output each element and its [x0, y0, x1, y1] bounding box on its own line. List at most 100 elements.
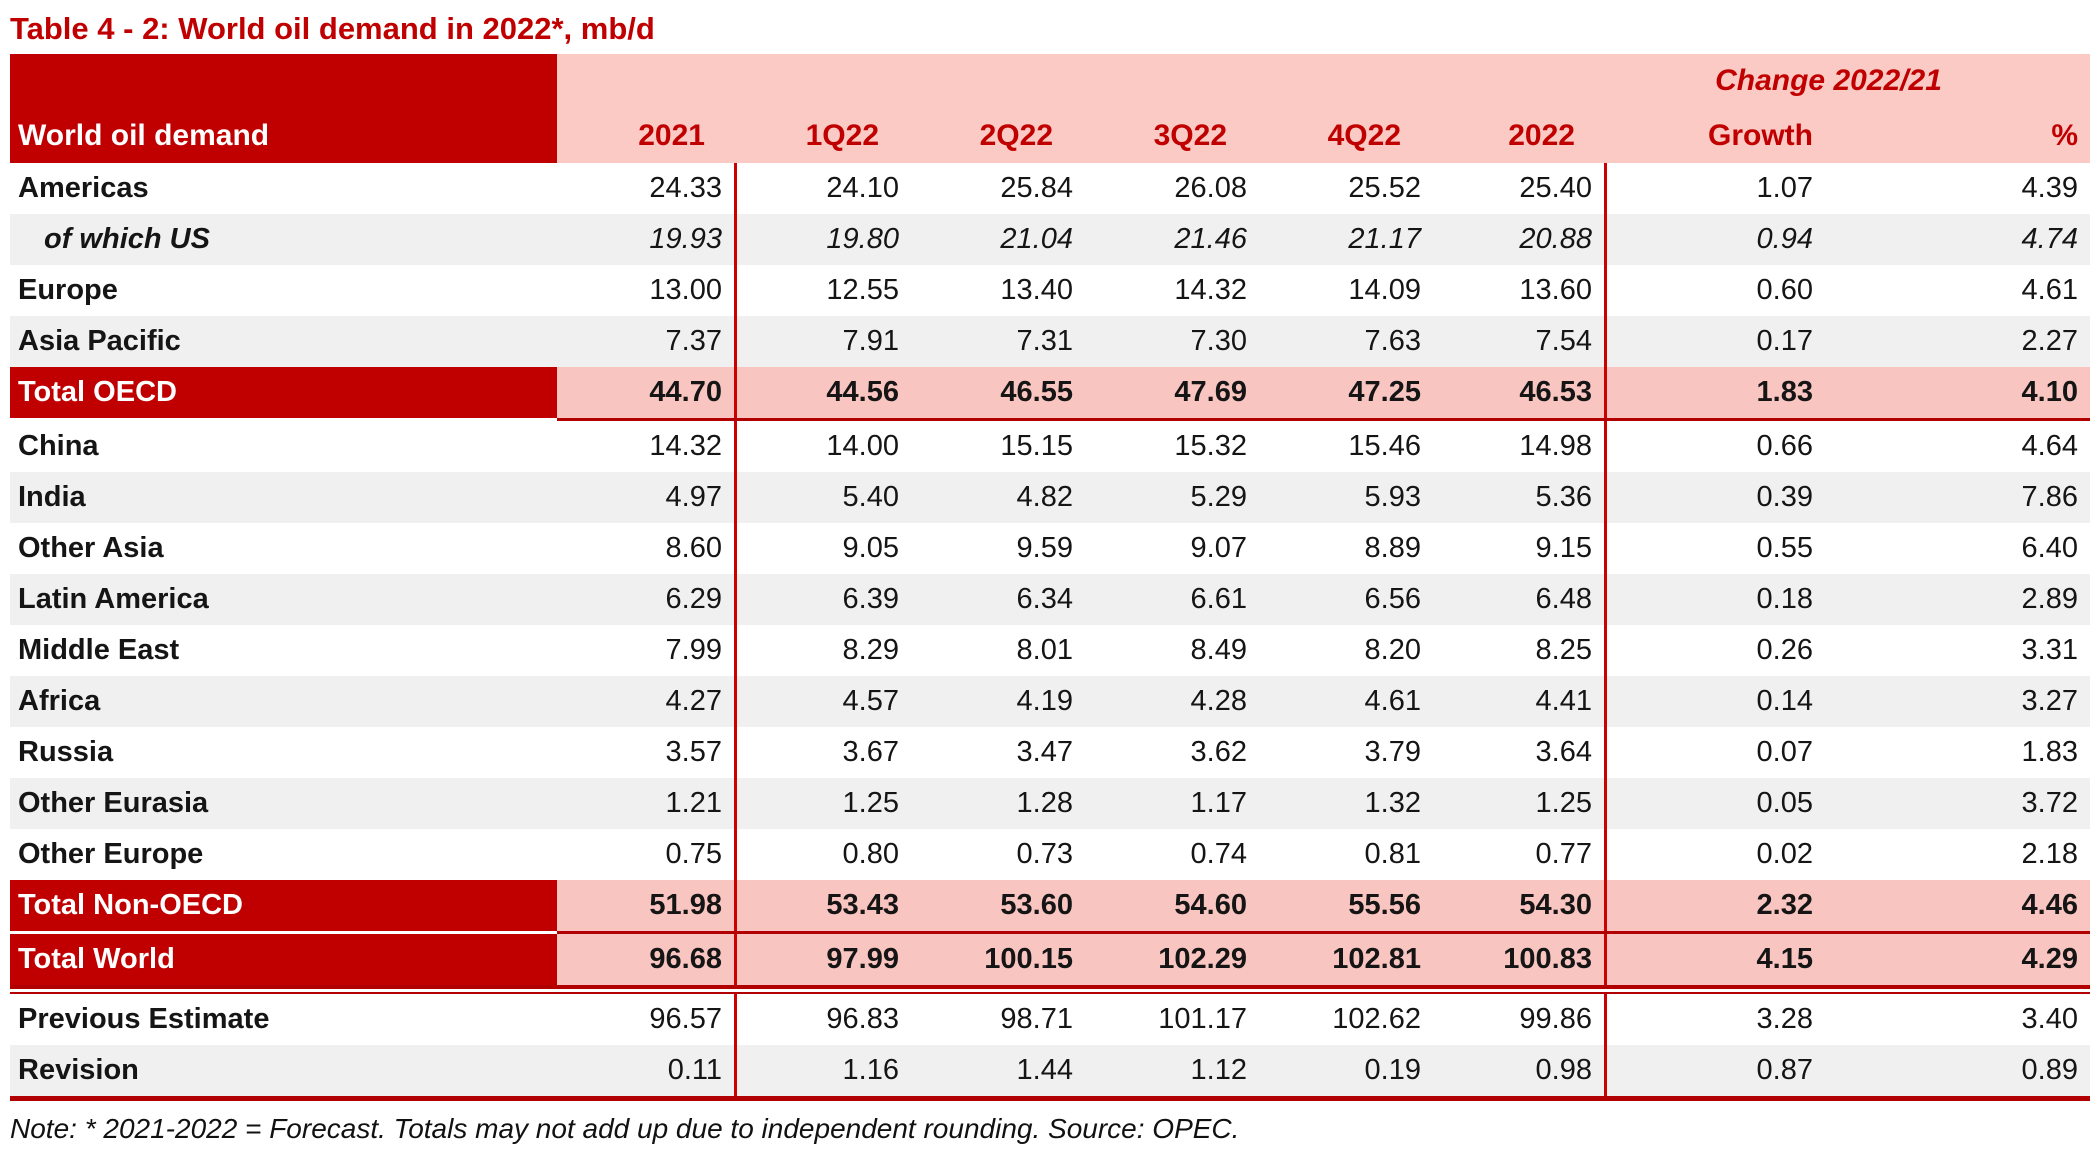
value-cell-russia-: 1.83 [1825, 727, 2090, 778]
value-cell-latin-america-: 2.89 [1825, 574, 2090, 625]
value-cell-other-europe-1q22: 0.80 [737, 829, 911, 880]
value-cell-other-europe-growth: 0.02 [1607, 829, 1825, 880]
value-cell-middle-east-2022: 8.25 [1433, 625, 1607, 676]
row-label-middle-east: Middle East [10, 625, 557, 676]
value-cell-europe-4q22: 14.09 [1259, 265, 1433, 316]
column-header-: % [1825, 108, 2090, 163]
value-cell-revision-growth: 0.87 [1607, 1045, 1825, 1096]
value-cell-middle-east-2021: 7.99 [557, 625, 737, 676]
value-cell-total-oecd-growth: 1.83 [1607, 367, 1825, 418]
value-cell-russia-2022: 3.64 [1433, 727, 1607, 778]
column-header-4q22: 4Q22 [1259, 108, 1433, 163]
value-cell-india-: 7.86 [1825, 472, 2090, 523]
column-header-growth: Growth [1607, 108, 1825, 163]
value-cell-china-3q22: 15.32 [1085, 421, 1259, 472]
value-cell-middle-east-4q22: 8.20 [1259, 625, 1433, 676]
divider-gap [10, 418, 557, 421]
value-cell-other-asia-2022: 9.15 [1433, 523, 1607, 574]
value-cell-total-non-oecd-2022: 54.30 [1433, 880, 1607, 931]
value-cell-india-growth: 0.39 [1607, 472, 1825, 523]
value-cell-previous-estimate-2022: 99.86 [1433, 994, 1607, 1045]
value-cell-middle-east-growth: 0.26 [1607, 625, 1825, 676]
double-divider-line [10, 992, 2090, 994]
value-cell-americas-3q22: 26.08 [1085, 163, 1259, 214]
value-cell-of-which-us-2021: 19.93 [557, 214, 737, 265]
value-cell-latin-america-2021: 6.29 [557, 574, 737, 625]
value-cell-americas-2q22: 25.84 [911, 163, 1085, 214]
value-cell-latin-america-2022: 6.48 [1433, 574, 1607, 625]
value-cell-asia-pacific-3q22: 7.30 [1085, 316, 1259, 367]
value-cell-other-europe-: 2.18 [1825, 829, 2090, 880]
row-label-africa: Africa [10, 676, 557, 727]
value-cell-total-oecd-2022: 46.53 [1433, 367, 1607, 418]
value-cell-other-asia-1q22: 9.05 [737, 523, 911, 574]
row-label-of-which-us: of which US [10, 214, 557, 265]
value-cell-europe-2022: 13.60 [1433, 265, 1607, 316]
row-label-text: China [10, 421, 557, 472]
value-cell-russia-4q22: 3.79 [1259, 727, 1433, 778]
value-cell-of-which-us-: 4.74 [1825, 214, 2090, 265]
row-label-text: Latin America [10, 574, 557, 625]
value-cell-latin-america-2q22: 6.34 [911, 574, 1085, 625]
value-cell-middle-east-2q22: 8.01 [911, 625, 1085, 676]
value-cell-revision-2022: 0.98 [1433, 1045, 1607, 1096]
row-label-text: Total Non-OECD [10, 880, 557, 931]
value-cell-asia-pacific-2022: 7.54 [1433, 316, 1607, 367]
value-cell-other-europe-4q22: 0.81 [1259, 829, 1433, 880]
value-cell-previous-estimate-2021: 96.57 [557, 994, 737, 1045]
value-cell-americas-2021: 24.33 [557, 163, 737, 214]
value-cell-other-eurasia-2q22: 1.28 [911, 778, 1085, 829]
divider-line [557, 418, 2090, 421]
value-cell-europe-2q22: 13.40 [911, 265, 1085, 316]
value-cell-of-which-us-growth: 0.94 [1607, 214, 1825, 265]
value-cell-asia-pacific-2021: 7.37 [557, 316, 737, 367]
value-cell-asia-pacific-: 2.27 [1825, 316, 2090, 367]
value-cell-revision-3q22: 1.12 [1085, 1045, 1259, 1096]
column-header-2q22: 2Q22 [911, 108, 1085, 163]
value-cell-russia-1q22: 3.67 [737, 727, 911, 778]
value-cell-total-world-3q22: 102.29 [1085, 934, 1259, 985]
value-cell-total-oecd-: 4.10 [1825, 367, 2090, 418]
row-label-china: China [10, 421, 557, 472]
value-cell-latin-america-4q22: 6.56 [1259, 574, 1433, 625]
row-label-text: Asia Pacific [10, 316, 557, 367]
value-cell-other-asia-2021: 8.60 [557, 523, 737, 574]
row-label-russia: Russia [10, 727, 557, 778]
value-cell-total-world-growth: 4.15 [1607, 934, 1825, 985]
table-bottom-border [10, 1096, 2090, 1101]
value-cell-africa-2021: 4.27 [557, 676, 737, 727]
value-cell-previous-estimate-growth: 3.28 [1607, 994, 1825, 1045]
value-cell-asia-pacific-2q22: 7.31 [911, 316, 1085, 367]
value-cell-other-eurasia-1q22: 1.25 [737, 778, 911, 829]
change-2022-21-header: Change 2022/21 [1607, 54, 2090, 108]
value-cell-total-non-oecd-: 4.46 [1825, 880, 2090, 931]
value-cell-middle-east-3q22: 8.49 [1085, 625, 1259, 676]
row-label-text: Europe [10, 265, 557, 316]
value-cell-middle-east-: 3.31 [1825, 625, 2090, 676]
row-label-previous-estimate: Previous Estimate [10, 994, 557, 1045]
value-cell-revision-: 0.89 [1825, 1045, 2090, 1096]
column-header-2021: 2021 [557, 108, 737, 163]
header-corner [10, 54, 557, 108]
value-cell-latin-america-1q22: 6.39 [737, 574, 911, 625]
row-label-text: Revision [10, 1045, 557, 1096]
header-spacer [557, 54, 1607, 108]
value-cell-other-europe-2022: 0.77 [1433, 829, 1607, 880]
double-divider-line [10, 985, 2090, 989]
value-cell-total-non-oecd-3q22: 54.60 [1085, 880, 1259, 931]
value-cell-russia-2q22: 3.47 [911, 727, 1085, 778]
value-cell-other-eurasia-3q22: 1.17 [1085, 778, 1259, 829]
value-cell-total-non-oecd-growth: 2.32 [1607, 880, 1825, 931]
value-cell-africa-: 3.27 [1825, 676, 2090, 727]
row-label-americas: Americas [10, 163, 557, 214]
value-cell-total-world-4q22: 102.81 [1259, 934, 1433, 985]
value-cell-revision-4q22: 0.19 [1259, 1045, 1433, 1096]
value-cell-china-2022: 14.98 [1433, 421, 1607, 472]
row-label-revision: Revision [10, 1045, 557, 1096]
oil-demand-table: Change 2022/21 World oil demand 2021 1Q22… [10, 54, 2090, 1101]
value-cell-other-eurasia-growth: 0.05 [1607, 778, 1825, 829]
value-cell-total-non-oecd-4q22: 55.56 [1259, 880, 1433, 931]
value-cell-asia-pacific-4q22: 7.63 [1259, 316, 1433, 367]
value-cell-of-which-us-3q22: 21.46 [1085, 214, 1259, 265]
